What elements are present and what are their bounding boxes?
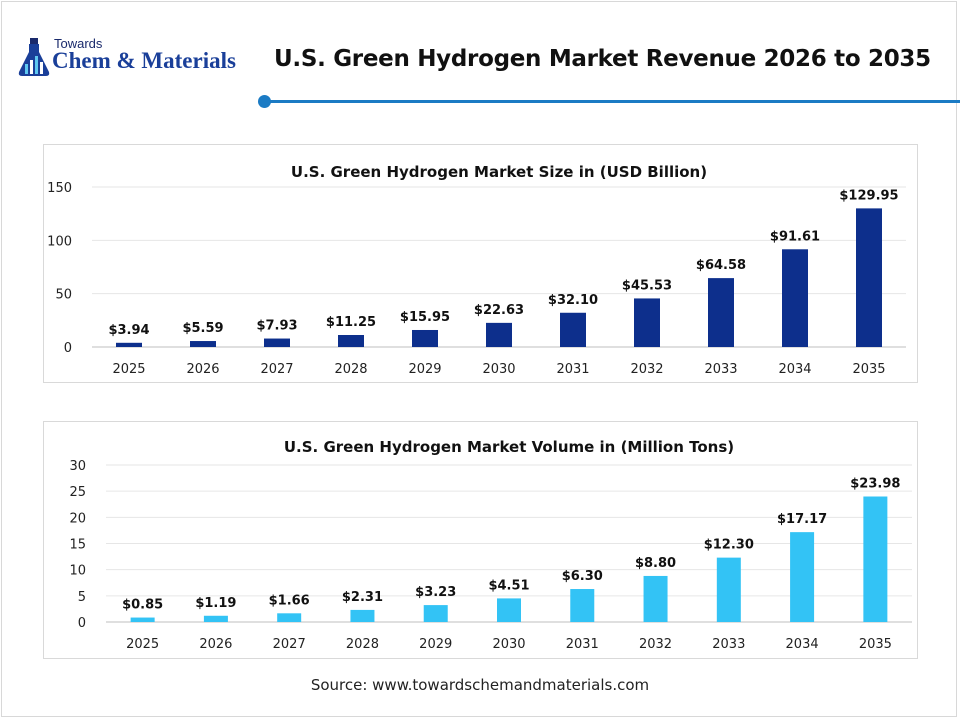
- bar-2027: [277, 613, 302, 622]
- market-volume-chart-panel: U.S. Green Hydrogen Market Volume in (Mi…: [43, 421, 918, 659]
- chart-title: U.S. Green Hydrogen Market Volume in (Mi…: [284, 438, 734, 456]
- bar-2027: [264, 338, 290, 347]
- data-label: $11.25: [326, 315, 376, 330]
- logo-top-text: Towards: [54, 36, 103, 51]
- bar-2033: [708, 278, 734, 347]
- x-tick-label: 2031: [566, 637, 599, 652]
- data-label: $64.58: [696, 258, 746, 273]
- y-tick-label: 10: [69, 564, 86, 579]
- market-size-chart-panel: U.S. Green Hydrogen Market Size in (USD …: [43, 144, 918, 383]
- flask-icon: [18, 38, 50, 76]
- x-tick-label: 2033: [712, 637, 745, 652]
- bar-2031: [570, 589, 595, 622]
- x-tick-label: 2029: [408, 362, 441, 377]
- x-tick-label: 2026: [199, 637, 232, 652]
- bar-2028: [350, 609, 375, 622]
- data-label: $32.10: [548, 293, 598, 308]
- data-label: $8.80: [635, 556, 676, 571]
- data-label: $5.59: [182, 321, 223, 336]
- title-underline: [264, 100, 960, 103]
- source-note: Source: www.towardschemandmaterials.com: [310, 676, 650, 694]
- bar-2035: [856, 208, 882, 347]
- data-label: $6.30: [562, 569, 603, 584]
- x-tick-label: 2028: [346, 637, 379, 652]
- x-tick-label: 2035: [859, 637, 892, 652]
- x-tick-label: 2027: [273, 637, 306, 652]
- x-tick-label: 2034: [778, 362, 811, 377]
- chart-title: U.S. Green Hydrogen Market Size in (USD …: [291, 163, 707, 181]
- market-size-chart: U.S. Green Hydrogen Market Size in (USD …: [47, 163, 906, 377]
- logo-main-text: Chem & Materials: [52, 48, 236, 73]
- data-label: $7.93: [256, 319, 297, 334]
- y-tick-label: 0: [78, 616, 86, 631]
- page-title: U.S. Green Hydrogen Market Revenue 2026 …: [274, 46, 931, 72]
- data-label: $22.63: [474, 303, 524, 318]
- x-tick-label: 2026: [186, 362, 219, 377]
- bar-2033: [716, 557, 741, 622]
- y-tick-label: 50: [55, 288, 72, 303]
- title-underline-dot: [258, 95, 271, 108]
- data-label: $3.23: [415, 585, 456, 600]
- data-label: $3.94: [108, 323, 149, 338]
- x-tick-label: 2027: [260, 362, 293, 377]
- x-tick-label: 2032: [639, 637, 672, 652]
- data-label: $91.61: [770, 229, 820, 244]
- x-tick-label: 2030: [492, 637, 525, 652]
- bar-2029: [423, 605, 448, 622]
- market-volume-chart: U.S. Green Hydrogen Market Volume in (Mi…: [69, 438, 912, 652]
- data-label: $1.66: [269, 593, 310, 608]
- y-tick-label: 5: [78, 590, 86, 605]
- bar-2034: [782, 249, 808, 347]
- x-tick-label: 2025: [126, 637, 159, 652]
- bar-2025: [116, 342, 142, 347]
- y-tick-label: 150: [47, 181, 72, 196]
- data-label: $129.95: [839, 188, 898, 203]
- x-tick-label: 2033: [704, 362, 737, 377]
- bar-2032: [643, 575, 668, 622]
- bar-2026: [190, 341, 216, 347]
- data-label: $45.53: [622, 278, 672, 293]
- data-label: $12.30: [704, 538, 754, 553]
- bar-2025: [130, 617, 155, 622]
- x-tick-label: 2034: [786, 637, 819, 652]
- y-tick-label: 100: [47, 234, 72, 249]
- bar-2026: [203, 615, 228, 622]
- bar-2031: [560, 312, 586, 347]
- bar-2034: [790, 532, 815, 622]
- x-tick-label: 2030: [482, 362, 515, 377]
- data-label: $23.98: [850, 477, 900, 492]
- y-tick-label: 15: [69, 538, 86, 553]
- data-label: $1.19: [195, 596, 236, 611]
- y-tick-label: 30: [69, 459, 86, 474]
- brand-logo[interactable]: Towards Chem & Materials: [16, 36, 256, 80]
- bar-2028: [338, 335, 364, 347]
- y-tick-label: 20: [69, 511, 86, 526]
- data-label: $4.51: [488, 578, 529, 593]
- x-tick-label: 2031: [556, 362, 589, 377]
- bar-2035: [863, 496, 888, 622]
- bar-2032: [634, 298, 660, 347]
- x-tick-label: 2028: [334, 362, 367, 377]
- bar-2030: [497, 598, 521, 622]
- data-label: $17.17: [777, 512, 827, 527]
- x-tick-label: 2032: [630, 362, 663, 377]
- y-tick-label: 25: [69, 485, 86, 500]
- bar-2029: [412, 329, 438, 347]
- x-tick-label: 2029: [419, 637, 452, 652]
- data-label: $0.85: [122, 598, 163, 613]
- data-label: $2.31: [342, 590, 383, 605]
- bar-2030: [486, 322, 512, 347]
- data-label: $15.95: [400, 310, 450, 325]
- y-tick-label: 0: [64, 341, 72, 356]
- x-tick-label: 2035: [852, 362, 885, 377]
- x-tick-label: 2025: [112, 362, 145, 377]
